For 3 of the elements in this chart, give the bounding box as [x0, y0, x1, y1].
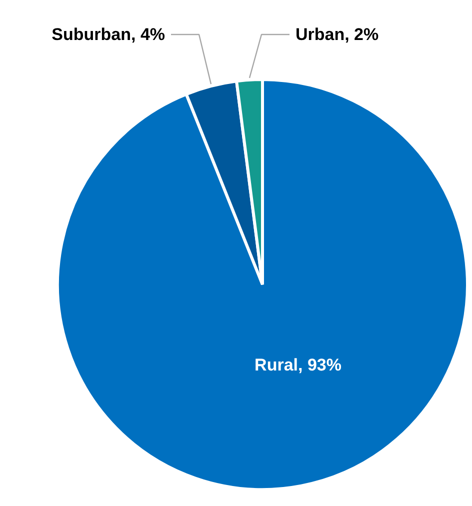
slice-label: Urban, 2% — [296, 25, 379, 44]
slice-label: Rural, 93% — [254, 356, 342, 375]
slice-label: Suburban, 4% — [52, 25, 166, 44]
